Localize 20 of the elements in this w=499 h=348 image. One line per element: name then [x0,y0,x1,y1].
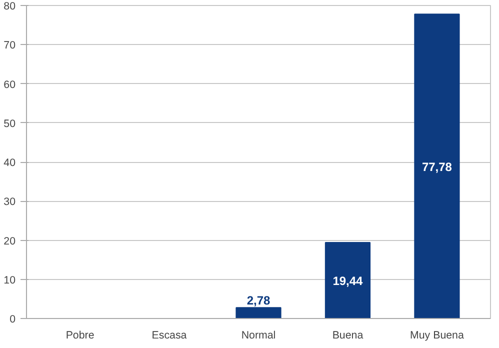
x-tick-label: Muy Buena [410,330,464,342]
x-tick-label: Pobre [66,330,94,342]
data-label: 77,78 [422,160,452,174]
bar [236,307,282,318]
y-tick-label: 20 [4,235,16,248]
x-tick-label: Escasa [152,330,187,342]
y-tick-label: 60 [4,78,16,91]
bar [414,14,460,318]
y-tick-label: 80 [4,0,16,12]
data-label: 19,44 [332,274,364,288]
bar [324,242,371,318]
y-tick-label: 30 [4,196,16,208]
y-tick-label: 50 [4,118,16,130]
x-tick-label: Buena [332,330,364,342]
y-tick-label: 0 [10,314,16,326]
y-tick-label: 70 [4,40,16,52]
x-tick-label: Normal [241,330,276,342]
data-label: 2,78 [246,293,271,308]
y-tick-label: 10 [4,274,16,286]
y-tick-label: 40 [4,157,16,169]
